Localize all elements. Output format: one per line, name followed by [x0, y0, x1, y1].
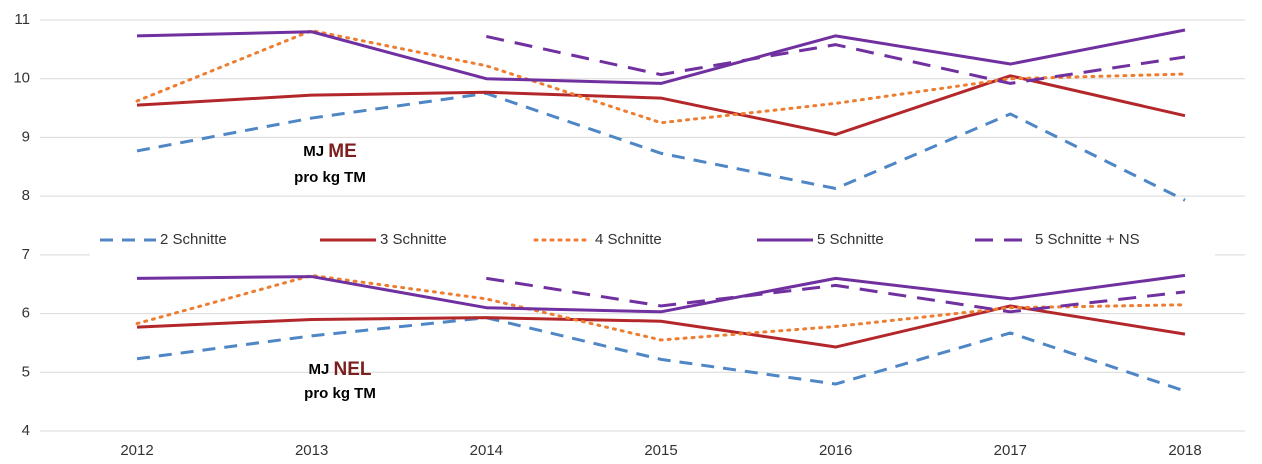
y-tick-label: 4: [22, 422, 30, 439]
annotation-measure: NEL: [334, 359, 372, 380]
series-line: [136, 28, 1186, 85]
series-line: [135, 273, 1187, 342]
x-tick-label: 2017: [994, 442, 1027, 459]
series-line: [135, 29, 1187, 125]
annotation-title: MJ ME: [303, 141, 357, 162]
series-line: [486, 34, 1186, 85]
annotation-unit: MJ: [308, 361, 329, 378]
x-tick-label: 2016: [819, 442, 852, 459]
y-tick-label: 7: [22, 246, 30, 263]
y-tick-label: 6: [22, 305, 30, 322]
x-tick-label: 2013: [295, 442, 328, 459]
series-line: [136, 304, 1186, 349]
annotation-title: MJ NEL: [308, 359, 371, 380]
annotation-basis: pro kg TM: [294, 169, 366, 186]
legend-label: 4 Schnitte: [595, 231, 662, 248]
x-tick-label: 2018: [1168, 442, 1201, 459]
y-tick-label: 8: [22, 187, 30, 204]
x-tick-label: 2012: [120, 442, 153, 459]
legend-label: 3 Schnitte: [380, 231, 447, 248]
series-line: [136, 91, 1186, 202]
x-tick-label: 2014: [470, 442, 503, 459]
annotation-unit: MJ: [303, 143, 324, 160]
y-tick-label: 9: [22, 128, 30, 145]
series-line: [486, 276, 1186, 314]
legend-label: 5 Schnitte + NS: [1035, 231, 1140, 248]
legend-label: 5 Schnitte: [817, 231, 884, 248]
legend-label: 2 Schnitte: [160, 231, 227, 248]
annotation-measure: ME: [328, 141, 357, 162]
y-tick-label: 10: [13, 70, 30, 87]
y-tick-label: 11: [14, 11, 30, 28]
y-tick-label: 5: [22, 363, 30, 380]
series-line: [136, 273, 1186, 314]
x-tick-label: 2015: [644, 442, 677, 459]
annotation-basis: pro kg TM: [304, 385, 376, 402]
series-line: [136, 316, 1186, 393]
series-line: [136, 74, 1186, 136]
legend-background: [90, 222, 1215, 258]
